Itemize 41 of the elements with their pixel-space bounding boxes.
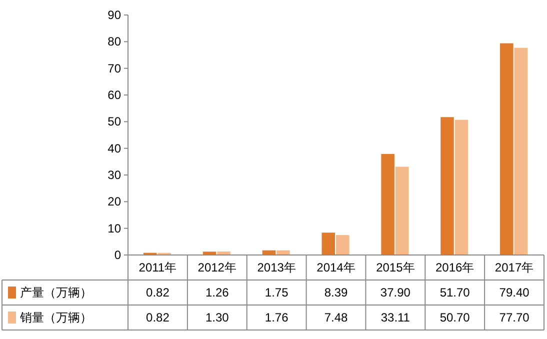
legend-label: 产量（万辆）: [20, 286, 92, 300]
data-label: 8.39: [324, 286, 348, 300]
data-label: 33.11: [380, 310, 410, 324]
y-tick-label: 40: [108, 141, 122, 156]
legend-label: 销量（万辆）: [19, 310, 92, 324]
data-label: 50.70: [440, 310, 470, 324]
bar: [381, 154, 394, 255]
y-tick-label: 30: [108, 168, 122, 182]
y-tick-label: 70: [108, 61, 122, 76]
data-label: 77.70: [499, 310, 530, 324]
data-label: 7.48: [324, 310, 348, 324]
y-tick-label: 50: [108, 114, 122, 129]
x-tick-label: 2011年: [138, 260, 177, 274]
data-label: 0.82: [146, 286, 170, 300]
x-tick-label: 2016年: [436, 260, 474, 274]
x-tick-label: 2015年: [376, 260, 415, 274]
data-label: 1.76: [264, 310, 289, 324]
x-tick-label: 2013年: [257, 260, 296, 274]
x-tick-label: 2014年: [316, 260, 356, 274]
bar: [500, 43, 514, 255]
x-tick-label: 2012年: [198, 260, 236, 274]
bar: [440, 117, 454, 255]
data-label: 1.75: [264, 286, 289, 300]
y-tick-label: 60: [108, 88, 122, 102]
data-label: 1.30: [205, 310, 230, 324]
x-tick-label: 2017年: [494, 260, 534, 274]
y-tick-label: 20: [108, 194, 122, 209]
data-label: 0.82: [146, 310, 170, 324]
bar: [322, 232, 335, 255]
bar: [336, 235, 350, 255]
data-label: 37.90: [380, 286, 411, 300]
data-label: 79.40: [499, 286, 530, 300]
y-tick-label: 90: [108, 8, 122, 22]
y-tick-label: 0: [114, 248, 122, 262]
bar: [454, 120, 468, 255]
y-tick-label: 80: [108, 34, 122, 49]
data-label: 1.26: [205, 286, 230, 300]
bar: [514, 48, 528, 255]
data-label: 51.70: [440, 286, 470, 300]
bar: [395, 166, 409, 255]
y-tick-label: 10: [108, 221, 122, 236]
